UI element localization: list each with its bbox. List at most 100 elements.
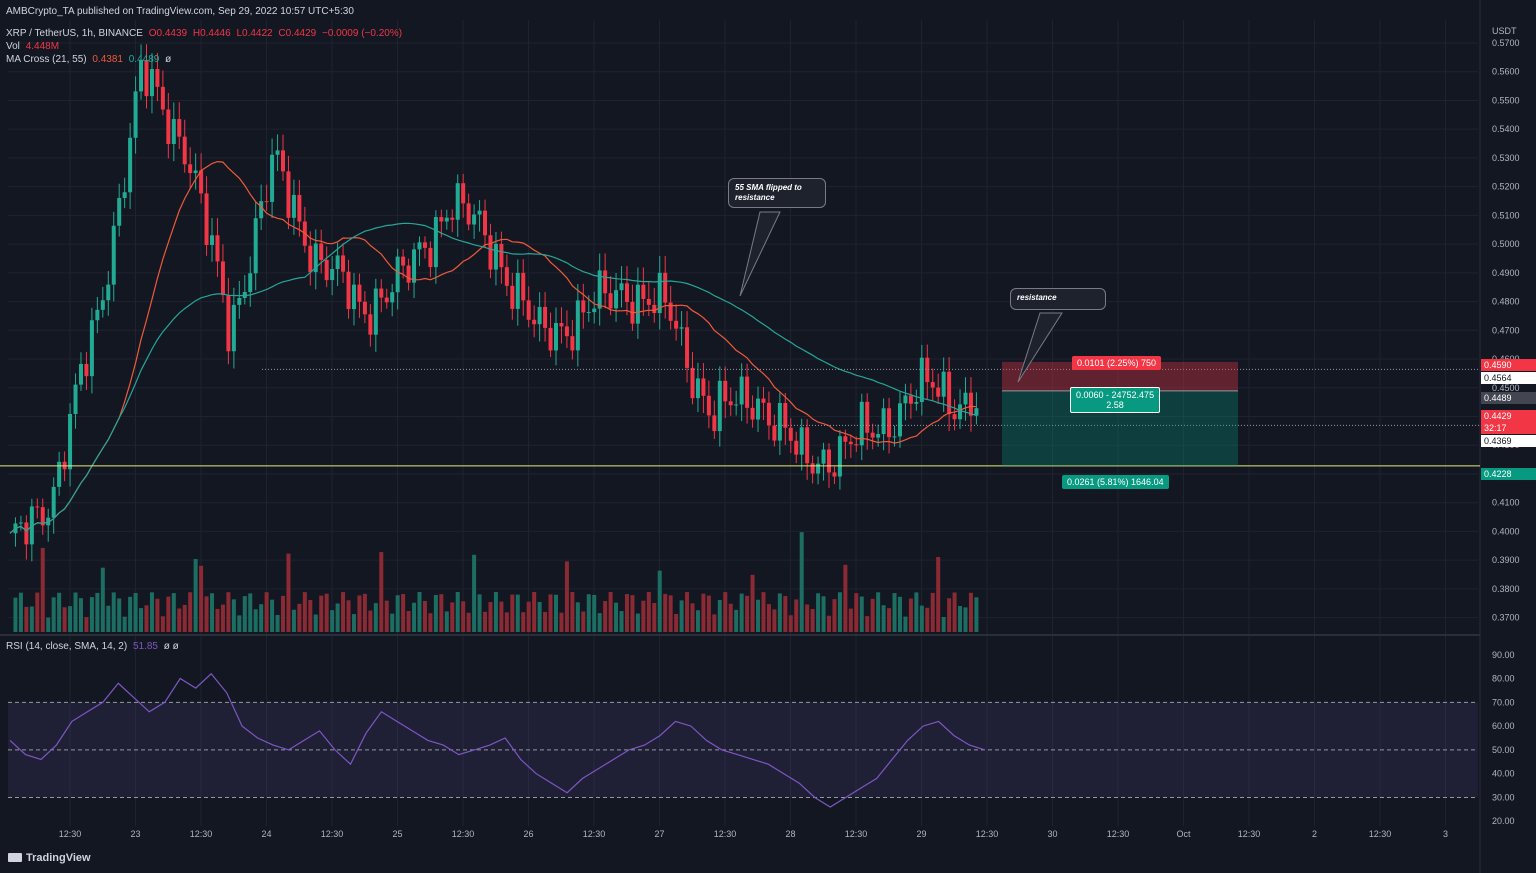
volume-bar <box>821 596 826 632</box>
candle <box>788 418 793 632</box>
candle <box>313 229 318 632</box>
candle-body <box>412 249 417 283</box>
candle-body <box>248 273 253 293</box>
candle <box>570 319 575 632</box>
candle-body <box>111 225 116 285</box>
candle <box>619 266 624 632</box>
candle <box>253 201 258 632</box>
volume-bar <box>231 599 236 632</box>
candle <box>395 248 400 632</box>
candle <box>805 419 810 632</box>
candle-body <box>504 267 509 286</box>
volume-bar <box>483 611 488 632</box>
candle-body <box>777 402 782 441</box>
candle-body <box>641 284 646 299</box>
candle <box>750 395 755 632</box>
x-tick-label: Oct <box>1176 829 1191 839</box>
candle <box>422 236 427 632</box>
ma-settings-icon[interactable]: ø <box>165 54 172 65</box>
candle <box>799 418 804 632</box>
target-label[interactable]: 0.0261 (5.81%) 1646.04 <box>1062 475 1169 489</box>
candle-body <box>936 387 941 397</box>
candle-body <box>608 293 613 309</box>
volume-bar <box>581 611 586 632</box>
tradingview-watermark[interactable]: TradingView <box>8 852 91 864</box>
candle <box>472 204 477 632</box>
rsi-line <box>9 672 986 808</box>
candle <box>564 310 569 632</box>
candle <box>783 393 788 632</box>
x-tick-label: 12:30 <box>1369 829 1392 839</box>
candle <box>963 377 968 632</box>
y-tick-label: 0.5300 <box>1492 153 1520 163</box>
volume-bar <box>761 592 766 632</box>
candle <box>220 244 225 632</box>
ma-label[interactable]: MA Cross (21, 55) <box>6 54 87 65</box>
volume-bar <box>914 592 919 632</box>
candle <box>897 392 902 632</box>
candle-body <box>428 247 433 268</box>
volume-bar <box>373 603 378 632</box>
candle <box>521 259 526 632</box>
candle <box>488 223 493 632</box>
rsi-settings-icon[interactable]: ø ø <box>163 641 179 652</box>
volume-bar <box>422 600 427 632</box>
volume-bar <box>242 596 247 632</box>
candle-body <box>433 217 438 268</box>
candle <box>324 246 329 632</box>
volume-bar <box>745 595 750 632</box>
volume-bar <box>504 612 509 632</box>
resistance-callout[interactable]: resistance <box>1010 288 1106 310</box>
candle <box>652 287 657 632</box>
rsi-tick-label: 30.00 <box>1492 792 1515 802</box>
candle-body <box>532 319 537 325</box>
candle-body <box>865 401 870 433</box>
candle-body <box>149 69 154 97</box>
candle-body <box>330 269 335 281</box>
candle <box>24 515 29 632</box>
volume-label[interactable]: Vol <box>6 41 20 52</box>
candle-body <box>18 522 23 524</box>
candle <box>941 357 946 632</box>
volume-bar <box>330 610 335 632</box>
volume-bar <box>624 594 629 632</box>
stop-label[interactable]: 0.0101 (2.25%) 750 <box>1072 356 1162 370</box>
entry-label[interactable]: 0.0060 - 24752.475 2.58 <box>1070 387 1161 413</box>
candle-body <box>837 436 842 477</box>
volume-bar <box>106 605 111 632</box>
volume-bar <box>13 597 18 632</box>
volume-bar <box>575 602 580 632</box>
volume-bar <box>406 610 411 632</box>
candle <box>291 179 296 632</box>
candle <box>35 498 40 632</box>
symbol-name[interactable]: XRP / TetherUS, 1h, BINANCE <box>6 28 143 39</box>
candle <box>384 288 389 632</box>
volume-bar <box>876 592 881 632</box>
volume-bar <box>521 612 526 632</box>
candle-body <box>685 327 690 368</box>
candle <box>226 277 231 632</box>
candle <box>68 403 73 632</box>
candle-body <box>772 425 777 441</box>
candle <box>706 380 711 632</box>
candle <box>723 366 728 632</box>
resistance-callout-pointer <box>1017 312 1063 383</box>
sma-callout[interactable]: 55 SMA flipped to resistance <box>728 178 826 208</box>
volume-bar <box>84 617 89 632</box>
candle <box>668 285 673 632</box>
candle <box>368 304 373 632</box>
candle-body <box>171 119 176 144</box>
volume-bar <box>144 605 149 632</box>
candle <box>128 122 133 632</box>
rsi-label[interactable]: RSI (14, close, SMA, 14, 2) <box>6 641 128 652</box>
candle <box>832 466 837 632</box>
volume-bar <box>461 601 466 632</box>
candle-body <box>493 243 498 270</box>
volume-bar <box>783 596 788 632</box>
candle <box>679 310 684 632</box>
candle <box>237 280 242 632</box>
candle <box>286 155 291 632</box>
candle-body <box>313 243 318 273</box>
candle-body <box>24 522 29 545</box>
